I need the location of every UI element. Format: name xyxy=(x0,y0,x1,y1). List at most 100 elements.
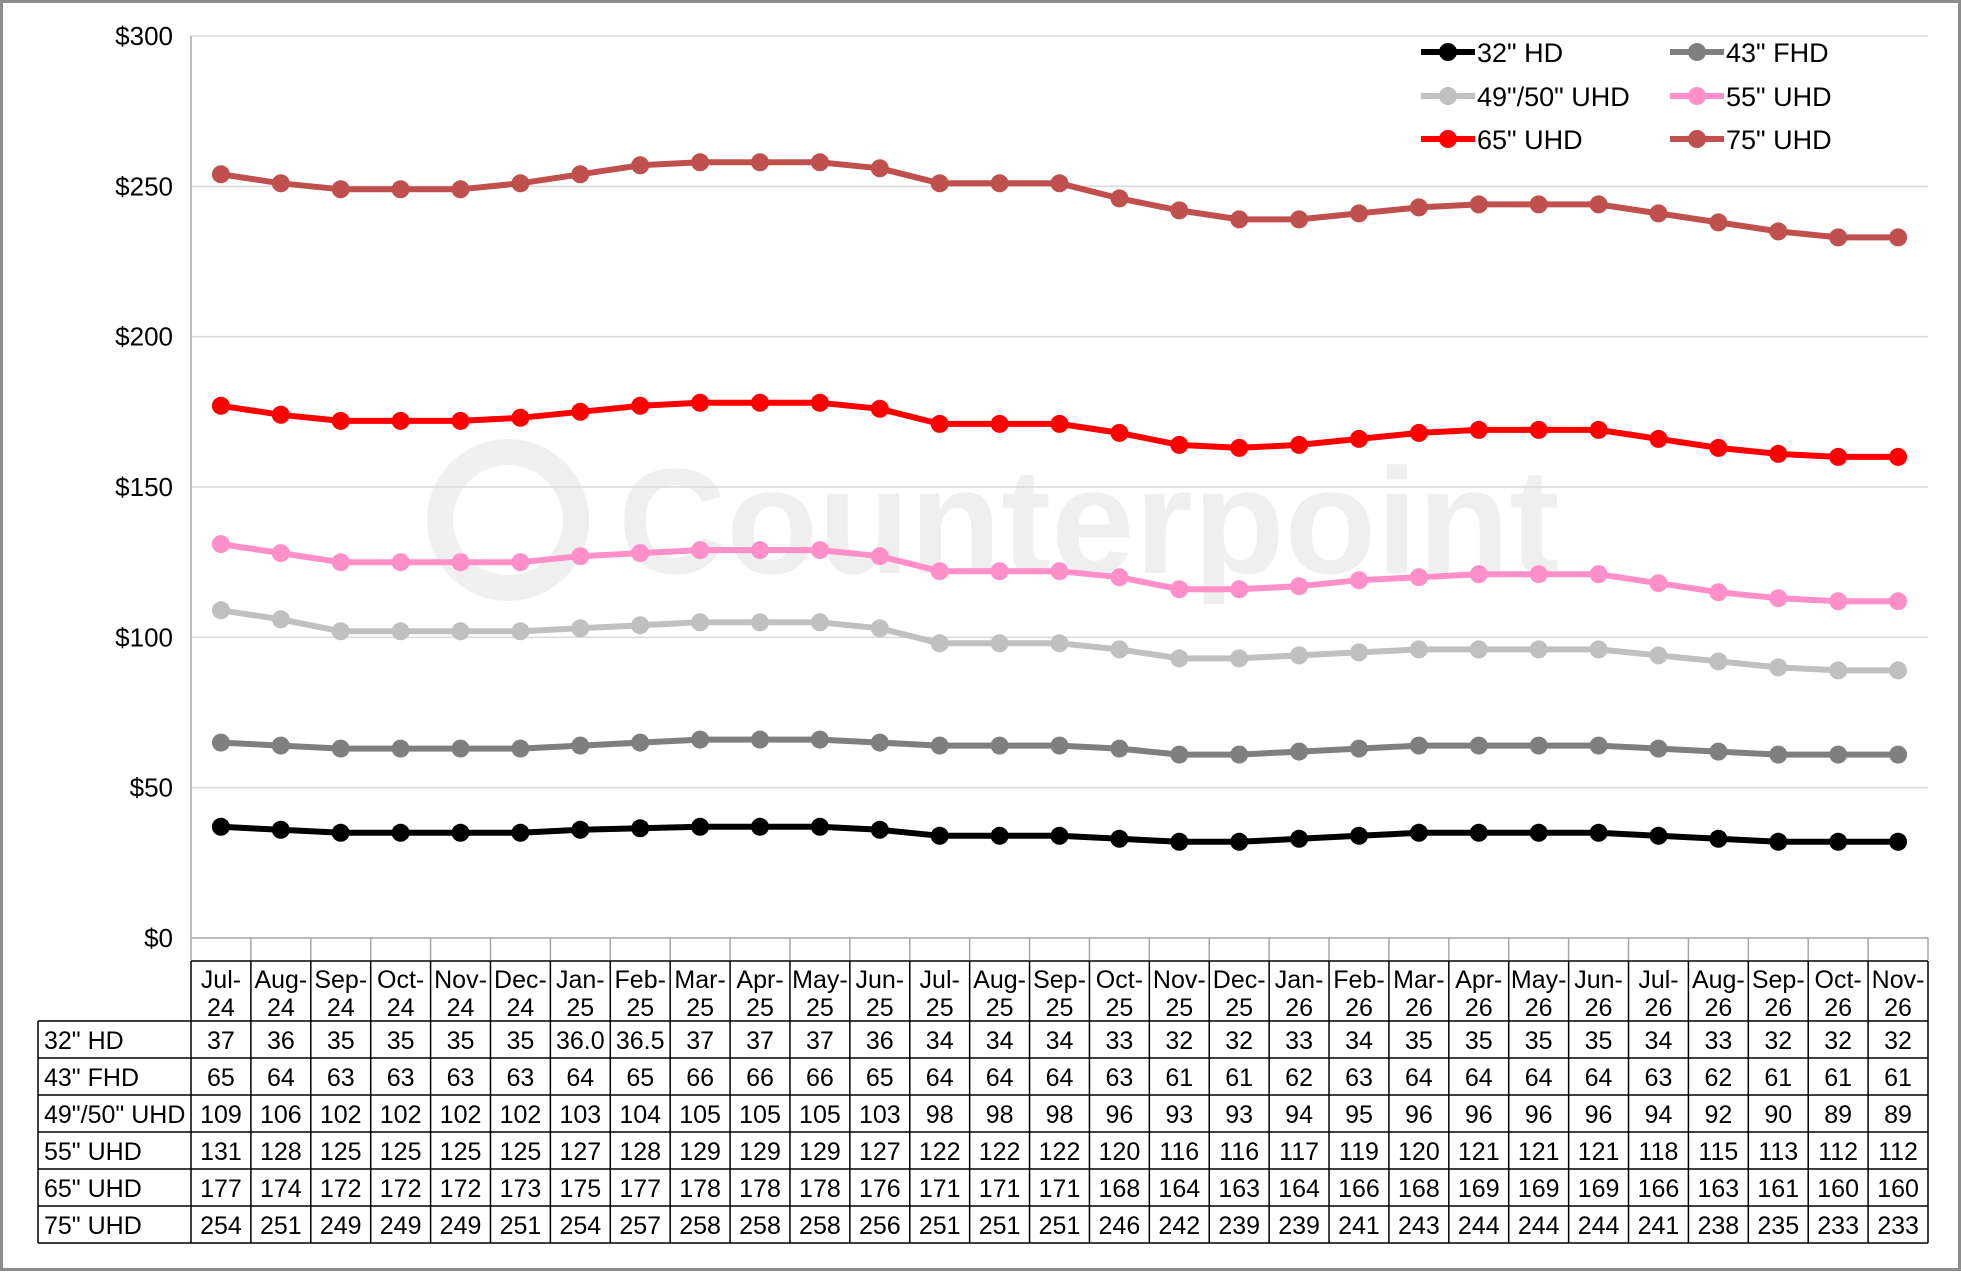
data-point xyxy=(1889,592,1908,611)
data-point xyxy=(691,613,710,632)
data-point xyxy=(1589,565,1608,584)
x-tick-label: 25 xyxy=(1105,994,1133,1022)
data-point xyxy=(1409,198,1428,217)
x-tick-label: 25 xyxy=(986,994,1014,1022)
table-row-label: 65" UHD xyxy=(44,1175,142,1203)
y-tick-label: $200 xyxy=(115,322,173,352)
data-label: 65 xyxy=(207,1064,235,1092)
data-label: 66 xyxy=(686,1064,714,1092)
data-label: 63 xyxy=(1105,1064,1133,1092)
x-tick-label: Aug- xyxy=(254,966,307,994)
data-point xyxy=(1769,832,1788,851)
data-label: 128 xyxy=(619,1138,661,1166)
data-point xyxy=(1529,565,1548,584)
data-label: 169 xyxy=(1518,1175,1560,1203)
data-point xyxy=(1769,444,1788,463)
data-label: 35 xyxy=(507,1027,535,1055)
data-point xyxy=(571,736,590,755)
series-1 xyxy=(211,730,1908,764)
y-tick-label: $250 xyxy=(115,171,173,201)
data-table xyxy=(37,960,1929,1244)
data-point xyxy=(271,405,290,424)
data-label: 105 xyxy=(739,1101,781,1129)
data-point xyxy=(1230,745,1249,764)
data-label: 109 xyxy=(200,1101,242,1129)
data-point xyxy=(211,601,230,620)
data-label: 254 xyxy=(200,1212,242,1240)
data-label: 178 xyxy=(739,1175,781,1203)
data-label: 161 xyxy=(1757,1175,1799,1203)
x-tick-label: Mar- xyxy=(1393,966,1444,994)
data-point xyxy=(1290,742,1309,761)
table-row-label: 55" UHD xyxy=(44,1138,142,1166)
data-point xyxy=(930,634,949,653)
data-label: 177 xyxy=(200,1175,242,1203)
data-point xyxy=(451,411,470,430)
data-point xyxy=(1230,580,1249,599)
data-point xyxy=(870,733,889,752)
data-label: 62 xyxy=(1285,1064,1313,1092)
data-label: 235 xyxy=(1757,1212,1799,1240)
data-point xyxy=(391,411,410,430)
data-point xyxy=(271,736,290,755)
data-point xyxy=(571,820,590,839)
data-label: 241 xyxy=(1638,1212,1680,1240)
data-point xyxy=(1709,213,1728,232)
data-point xyxy=(511,823,530,842)
x-tick-label: Jul- xyxy=(1638,966,1678,994)
data-point xyxy=(1529,736,1548,755)
data-label: 95 xyxy=(1345,1101,1373,1129)
data-point xyxy=(1050,414,1069,433)
data-label: 238 xyxy=(1698,1212,1740,1240)
data-label: 112 xyxy=(1818,1138,1858,1166)
data-label: 175 xyxy=(559,1175,601,1203)
data-label: 37 xyxy=(806,1027,834,1055)
data-point xyxy=(1709,652,1728,671)
data-label: 117 xyxy=(1279,1138,1319,1166)
data-point xyxy=(1350,826,1368,845)
data-point xyxy=(391,823,410,842)
data-point xyxy=(930,826,949,845)
legend-label: 55" UHD xyxy=(1726,82,1832,112)
data-point xyxy=(1709,742,1728,761)
table-row-label: 49"/50" UHD xyxy=(44,1101,185,1129)
data-point xyxy=(870,820,889,839)
data-point xyxy=(631,544,650,563)
data-label: 258 xyxy=(799,1212,841,1240)
data-label: 129 xyxy=(799,1138,841,1166)
data-label: 63 xyxy=(447,1064,475,1092)
x-tick-label: Aug- xyxy=(1692,966,1745,994)
data-point xyxy=(1829,228,1848,247)
data-label: 244 xyxy=(1458,1212,1500,1240)
data-point xyxy=(451,823,470,842)
data-label: 63 xyxy=(1645,1064,1673,1092)
data-label: 246 xyxy=(1099,1212,1141,1240)
legend-marker xyxy=(1439,87,1457,105)
data-label: 94 xyxy=(1645,1101,1673,1129)
data-point xyxy=(451,553,470,572)
x-tick-label: 24 xyxy=(387,994,415,1022)
y-tick-label: $100 xyxy=(115,622,173,652)
data-label: 251 xyxy=(1039,1212,1081,1240)
data-label: 32 xyxy=(1165,1027,1193,1055)
data-label: 35 xyxy=(387,1027,415,1055)
data-label: 61 xyxy=(1165,1064,1193,1092)
data-label: 93 xyxy=(1225,1101,1253,1129)
data-point xyxy=(331,180,350,199)
x-tick-label: Dec- xyxy=(1213,966,1266,994)
series-5 xyxy=(211,153,1908,247)
data-point xyxy=(1350,643,1368,662)
data-label: 121 xyxy=(1518,1138,1560,1166)
data-label: 63 xyxy=(507,1064,535,1092)
data-point xyxy=(1529,640,1548,659)
data-label: 251 xyxy=(260,1212,302,1240)
x-tick-label: Jan- xyxy=(556,966,605,994)
data-label: 172 xyxy=(320,1175,362,1203)
x-tick-label: 25 xyxy=(866,994,894,1022)
x-tick-label: 24 xyxy=(327,994,355,1022)
data-label: 163 xyxy=(1218,1175,1260,1203)
data-label: 160 xyxy=(1877,1175,1919,1203)
x-tick-label: Oct- xyxy=(1096,966,1143,994)
data-point xyxy=(331,411,350,430)
data-point xyxy=(1290,210,1309,229)
